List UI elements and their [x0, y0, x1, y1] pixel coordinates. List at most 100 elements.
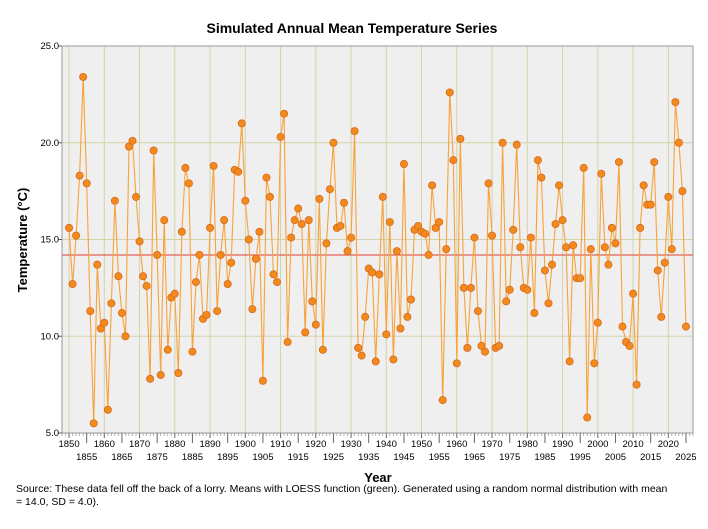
data-point — [156, 370, 165, 379]
data-point — [435, 218, 444, 227]
data-point — [290, 216, 299, 225]
data-point — [301, 328, 310, 337]
data-point — [678, 187, 687, 196]
data-point — [597, 169, 606, 178]
data-point — [382, 330, 391, 339]
x-tick-label: 1960 — [446, 439, 467, 450]
x-tick-label: 1920 — [305, 439, 326, 450]
data-point — [110, 196, 119, 205]
data-point — [184, 179, 193, 188]
data-point — [79, 72, 88, 81]
data-point — [223, 280, 232, 289]
data-point — [86, 307, 95, 316]
data-point — [209, 161, 218, 170]
data-point — [414, 221, 423, 230]
data-point — [350, 127, 359, 136]
data-point — [244, 235, 253, 244]
data-point — [139, 272, 148, 281]
data-point — [248, 305, 257, 314]
data-point — [650, 158, 659, 167]
data-point — [505, 285, 514, 294]
data-point — [142, 281, 151, 290]
data-point — [463, 343, 472, 352]
data-point — [368, 268, 377, 277]
data-point — [555, 181, 564, 190]
data-point — [562, 243, 571, 252]
x-tick-label: 1940 — [376, 439, 397, 450]
data-point — [625, 341, 634, 350]
x-tick-label: 1890 — [199, 439, 220, 450]
data-point — [163, 345, 172, 354]
data-point — [146, 374, 155, 383]
data-point — [347, 233, 356, 242]
x-tick-label: 1910 — [270, 439, 291, 450]
x-tick-label: 1995 — [570, 452, 591, 463]
x-tick-label: 1930 — [340, 439, 361, 450]
data-point — [340, 198, 349, 207]
data-point — [473, 307, 482, 316]
data-point — [237, 119, 246, 128]
data-point — [343, 247, 352, 256]
x-tick-label: 1970 — [481, 439, 502, 450]
data-point — [311, 320, 320, 329]
data-point — [470, 233, 479, 242]
data-point — [674, 138, 683, 147]
x-tick-label: 1975 — [499, 452, 520, 463]
data-point — [96, 324, 105, 333]
x-axis-title: Year — [364, 470, 391, 485]
data-point — [653, 266, 662, 275]
x-tick-label: 1865 — [111, 452, 132, 463]
y-tick-label: 5.0 — [46, 428, 59, 439]
x-tick-label: 1850 — [58, 439, 79, 450]
data-point — [241, 196, 250, 205]
data-point — [336, 221, 345, 230]
data-point — [590, 359, 599, 368]
data-point — [421, 229, 430, 238]
data-point — [618, 322, 627, 331]
data-point — [547, 260, 556, 269]
data-point — [265, 192, 274, 201]
data-point — [671, 98, 680, 107]
data-point — [251, 254, 260, 263]
data-point — [438, 396, 447, 405]
axes: 5.0 10.0 15.0 20.0 25.0 1850 1860 1870 1880 1890 1… — [41, 41, 697, 463]
data-point — [512, 140, 521, 149]
data-point — [664, 192, 673, 201]
data-point — [258, 376, 267, 385]
data-point — [354, 343, 363, 352]
data-point — [449, 156, 458, 165]
data-point — [297, 220, 306, 229]
data-point — [160, 216, 169, 225]
data-point — [269, 270, 278, 279]
data-point — [565, 357, 574, 366]
data-point — [576, 274, 585, 283]
data-point — [399, 160, 408, 169]
data-point — [657, 312, 666, 321]
data-point — [509, 225, 518, 234]
data-point — [611, 239, 620, 248]
data-point — [124, 142, 133, 151]
data-point — [586, 245, 595, 254]
data-point — [583, 413, 592, 422]
data-point — [385, 218, 394, 227]
data-point — [452, 359, 461, 368]
x-tick-label: 1855 — [76, 452, 97, 463]
data-point — [304, 216, 313, 225]
data-point — [632, 380, 641, 389]
data-point — [135, 237, 144, 246]
data-point — [375, 270, 384, 279]
data-point — [681, 322, 690, 331]
data-point — [255, 227, 264, 236]
data-point — [558, 216, 567, 225]
data-point — [579, 163, 588, 172]
y-tick-label: 20.0 — [41, 138, 60, 149]
data-point — [188, 347, 197, 356]
data-point — [403, 312, 412, 321]
data-point — [68, 280, 77, 289]
x-tick-label: 1895 — [217, 452, 238, 463]
data-point — [530, 309, 539, 318]
x-tick-label: 2015 — [640, 452, 661, 463]
data-point — [216, 250, 225, 259]
data-point — [174, 369, 183, 378]
